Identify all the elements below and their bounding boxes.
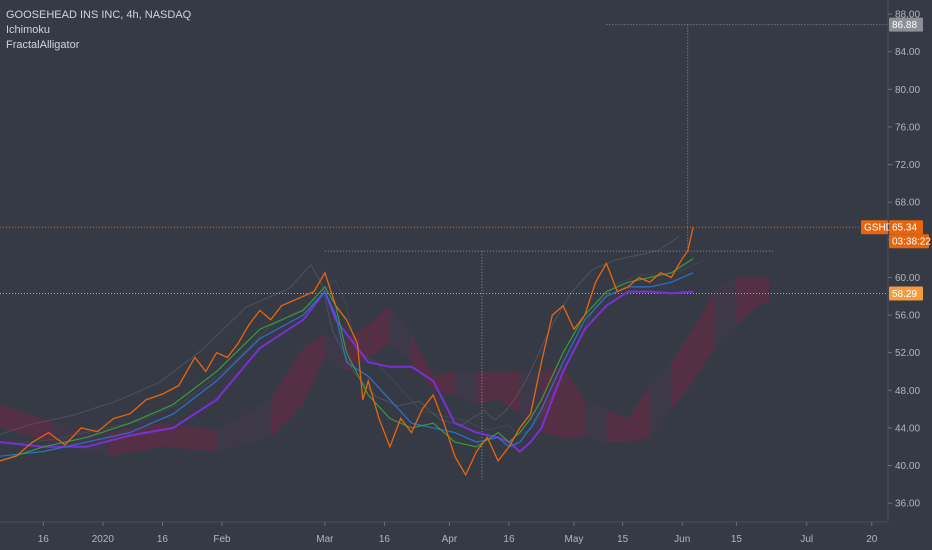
y-tick-label: 36.00 bbox=[895, 499, 920, 510]
cloud-segment bbox=[433, 371, 455, 395]
high-price-label-box bbox=[889, 17, 923, 32]
y-tick-label: 76.00 bbox=[895, 122, 920, 133]
y-tick-label: 80.00 bbox=[895, 85, 920, 96]
cloud-segment bbox=[324, 333, 347, 372]
indicator-ichimoku[interactable]: Ichimoku bbox=[6, 24, 51, 36]
symbol-title[interactable]: GOOSEHEAD INS INC, 4h, NASDAQ bbox=[6, 9, 192, 21]
cloud-segment bbox=[0, 404, 55, 443]
cloud-segment bbox=[162, 423, 217, 452]
alligator-jaw-line bbox=[0, 289, 694, 453]
x-tick-label: May bbox=[564, 534, 583, 545]
ichimoku-faint-lines bbox=[0, 236, 704, 445]
ticker-label: GSHD bbox=[864, 223, 893, 234]
cloud-segment bbox=[584, 399, 607, 443]
countdown-label: 03:38:22 bbox=[892, 237, 931, 248]
y-tick-label: 44.00 bbox=[895, 423, 920, 434]
price-series bbox=[0, 227, 694, 477]
x-tick-label: 20 bbox=[866, 534, 878, 545]
y-tick-label: 40.00 bbox=[895, 461, 920, 472]
alligator-teeth-line bbox=[0, 272, 694, 457]
price-line bbox=[0, 227, 694, 477]
chikou-span-line bbox=[0, 236, 680, 435]
price-labels: 86.88 GSHD 65.34 03:38:22 58.29 bbox=[861, 17, 931, 301]
x-tick-label: 16 bbox=[379, 534, 391, 545]
cloud-segment bbox=[671, 329, 694, 410]
cloud-segment bbox=[628, 385, 650, 443]
cloud-segment bbox=[606, 409, 629, 443]
current-price-label: 65.34 bbox=[892, 223, 917, 234]
x-tick-label: Jun bbox=[674, 534, 690, 545]
x-tick-label: 15 bbox=[731, 534, 743, 545]
x-tick-label: Mar bbox=[316, 534, 334, 545]
y-tick-label: 88.00 bbox=[895, 10, 920, 21]
x-tick-label: Apr bbox=[442, 534, 458, 545]
y-tick-label: 48.00 bbox=[895, 386, 920, 397]
cloud-segment bbox=[563, 366, 585, 438]
ichimoku-cloud bbox=[0, 277, 769, 457]
indicator-fractal-alligator[interactable]: FractalAlligator bbox=[6, 39, 80, 51]
y-tick-label: 84.00 bbox=[895, 47, 920, 58]
price-levels bbox=[0, 24, 888, 480]
cloud-segment bbox=[649, 362, 672, 438]
y-tick-label: 60.00 bbox=[895, 273, 920, 284]
level-price-label-box bbox=[889, 286, 923, 301]
x-tick-label: 16 bbox=[503, 534, 515, 545]
chart-legend: GOOSEHEAD INS INC, 4h, NASDAQ Ichimoku F… bbox=[6, 8, 191, 53]
ticker-label-box bbox=[861, 220, 888, 235]
cloud-segment bbox=[736, 277, 758, 325]
cloud-segment bbox=[498, 371, 520, 414]
cloud-segment bbox=[303, 333, 325, 405]
time-axis[interactable]: 16 2020 16 Feb Mar 16 Apr 16 May 15 Jun 15 Jul 20 bbox=[38, 522, 878, 545]
x-tick-label: 2020 bbox=[92, 534, 115, 545]
x-tick-label: 15 bbox=[617, 534, 629, 545]
cloud-segment bbox=[714, 277, 737, 348]
y-tick-label: 72.00 bbox=[895, 160, 920, 171]
cloud-segment bbox=[693, 291, 715, 381]
cloud-segment bbox=[476, 371, 499, 405]
cloud-segment bbox=[216, 399, 271, 452]
cloud-segment bbox=[389, 305, 412, 363]
level-price-label: 58.29 bbox=[892, 289, 917, 300]
y-tick-label: 52.00 bbox=[895, 348, 920, 359]
high-price-label: 86.88 bbox=[892, 20, 917, 31]
cloud-segment bbox=[368, 305, 390, 358]
current-price-label-box bbox=[889, 220, 923, 235]
x-tick-label: 16 bbox=[157, 534, 169, 545]
countdown-label-box bbox=[889, 234, 929, 249]
alligator-lips-line bbox=[0, 258, 694, 462]
cloud-segment bbox=[270, 348, 304, 438]
cloud-segment bbox=[454, 371, 477, 405]
y-tick-label: 56.00 bbox=[895, 311, 920, 322]
y-tick-label: 68.00 bbox=[895, 198, 920, 209]
x-tick-label: Jul bbox=[800, 534, 813, 545]
cloud-segment bbox=[758, 277, 769, 306]
x-tick-label: Feb bbox=[213, 534, 231, 545]
kijun-faint-line bbox=[9, 260, 704, 445]
x-tick-label: 16 bbox=[38, 534, 50, 545]
